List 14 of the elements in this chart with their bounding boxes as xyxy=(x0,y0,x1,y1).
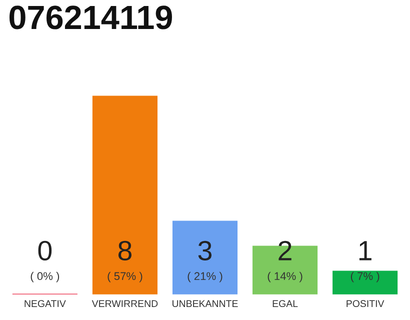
bar xyxy=(91,95,159,296)
x-tick-label: NEGATIV xyxy=(24,300,66,308)
x-tick-label: VERWIRREND xyxy=(92,300,158,307)
data-label: 1 ( 7% ) xyxy=(350,241,380,282)
x-tick-label: POSITIV xyxy=(346,300,384,308)
data-label: 2 ( 14% ) xyxy=(268,240,302,282)
data-label: 3 ( 21% ) xyxy=(188,240,222,282)
data-label: 0 ( 0% ) xyxy=(30,240,60,282)
chart-title: 076214119 xyxy=(10,6,172,30)
bar xyxy=(171,219,239,296)
bar xyxy=(331,269,399,296)
x-tick-label: UNBEKANNTE xyxy=(172,300,238,308)
data-label: 8 ( 57% ) xyxy=(108,240,142,282)
x-tick-label: EGAL xyxy=(272,300,298,308)
